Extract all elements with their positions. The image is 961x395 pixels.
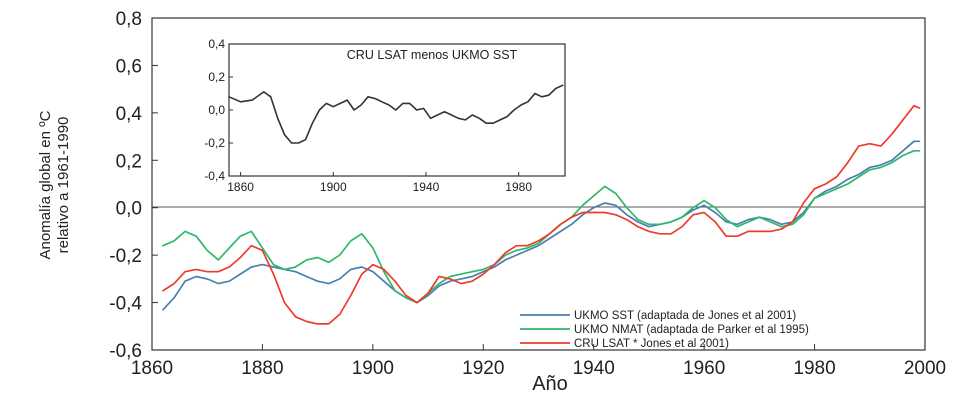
main-x-tick-label: 1940 bbox=[573, 358, 615, 379]
main-y-tick-label: -0,6 bbox=[109, 341, 142, 362]
main-y-ticks: 0,8 0,6 0,4 0,2 0,0 -0,2 -0,4 -0,6 bbox=[109, 9, 158, 362]
inset-y-tick-label: 0,0 bbox=[208, 103, 225, 117]
main-x-tick-label: 1920 bbox=[462, 358, 504, 379]
main-plot-frame bbox=[151, 17, 926, 351]
y-axis-title-line-1: Anomalía global en ºC bbox=[37, 110, 54, 259]
main-y-tick-label: 0,0 bbox=[116, 199, 142, 220]
inset-y-tick-label: -0,4 bbox=[204, 169, 225, 183]
inset-x-tick-label: 1860 bbox=[227, 180, 254, 194]
main-y-tick-label: 0,4 bbox=[116, 104, 143, 125]
inset-x-tick-label: 1980 bbox=[505, 180, 532, 194]
main-series-line-cru-lsat bbox=[162, 104, 921, 325]
main-y-tick-label: -0,4 bbox=[109, 294, 142, 315]
main-x-tick-label: 1900 bbox=[352, 358, 394, 379]
y-axis-title-line-2: relativo a 1961-1990 bbox=[55, 117, 72, 254]
inset-title: CRU LSAT menos UKMO SST bbox=[347, 48, 518, 62]
main-x-tick-label: 1880 bbox=[241, 358, 283, 379]
main-x-tick-label: 1980 bbox=[793, 358, 835, 379]
legend-label-ukmo-nmat: UKMO NMAT (adaptada de Parker et al 1995… bbox=[574, 324, 809, 336]
legend-label-cru-lsat: CRU LSAT * Jones et al 2001) bbox=[574, 338, 729, 350]
main-y-tick-label: 0,2 bbox=[116, 151, 142, 172]
inset-x-tick-label: 1940 bbox=[413, 180, 440, 194]
main-series-lines bbox=[162, 104, 921, 325]
inset-x-tick-label: 1900 bbox=[320, 180, 347, 194]
main-x-tick-label: 1860 bbox=[131, 358, 173, 379]
inset-x-ticks: 1860 1900 1940 1980 bbox=[227, 172, 532, 194]
main-x-tick-label: 1960 bbox=[683, 358, 725, 379]
main-series-line-ukmo-nmat bbox=[162, 149, 921, 304]
inset-y-tick-label: 0,4 bbox=[208, 37, 225, 51]
main-y-tick-label: -0,2 bbox=[109, 246, 142, 267]
legend-label-ukmo-sst: UKMO SST (adaptada de Jones et al 2001) bbox=[574, 310, 796, 322]
inset-series-line bbox=[228, 84, 564, 144]
inset-series-line-difference bbox=[228, 84, 564, 144]
inset-y-tick-label: -0,2 bbox=[204, 136, 225, 150]
x-axis-title: Año bbox=[532, 373, 568, 395]
inset-y-ticks: 0,4 0,2 0,0 -0,2 -0,4 bbox=[204, 37, 233, 183]
main-x-tick-label: 2000 bbox=[904, 358, 946, 379]
legend: UKMO SST (adaptada de Jones et al 2001) … bbox=[520, 310, 809, 350]
main-x-ticks: 1860 1880 1900 1920 1940 1960 1980 2000 bbox=[131, 344, 946, 379]
main-y-tick-label: 0,6 bbox=[116, 56, 142, 77]
inset-plot-frame bbox=[228, 43, 566, 177]
main-y-tick-label: 0,8 bbox=[116, 9, 142, 30]
main-series-line-ukmo-sst bbox=[162, 140, 921, 311]
inset-y-tick-label: 0,2 bbox=[208, 70, 225, 84]
